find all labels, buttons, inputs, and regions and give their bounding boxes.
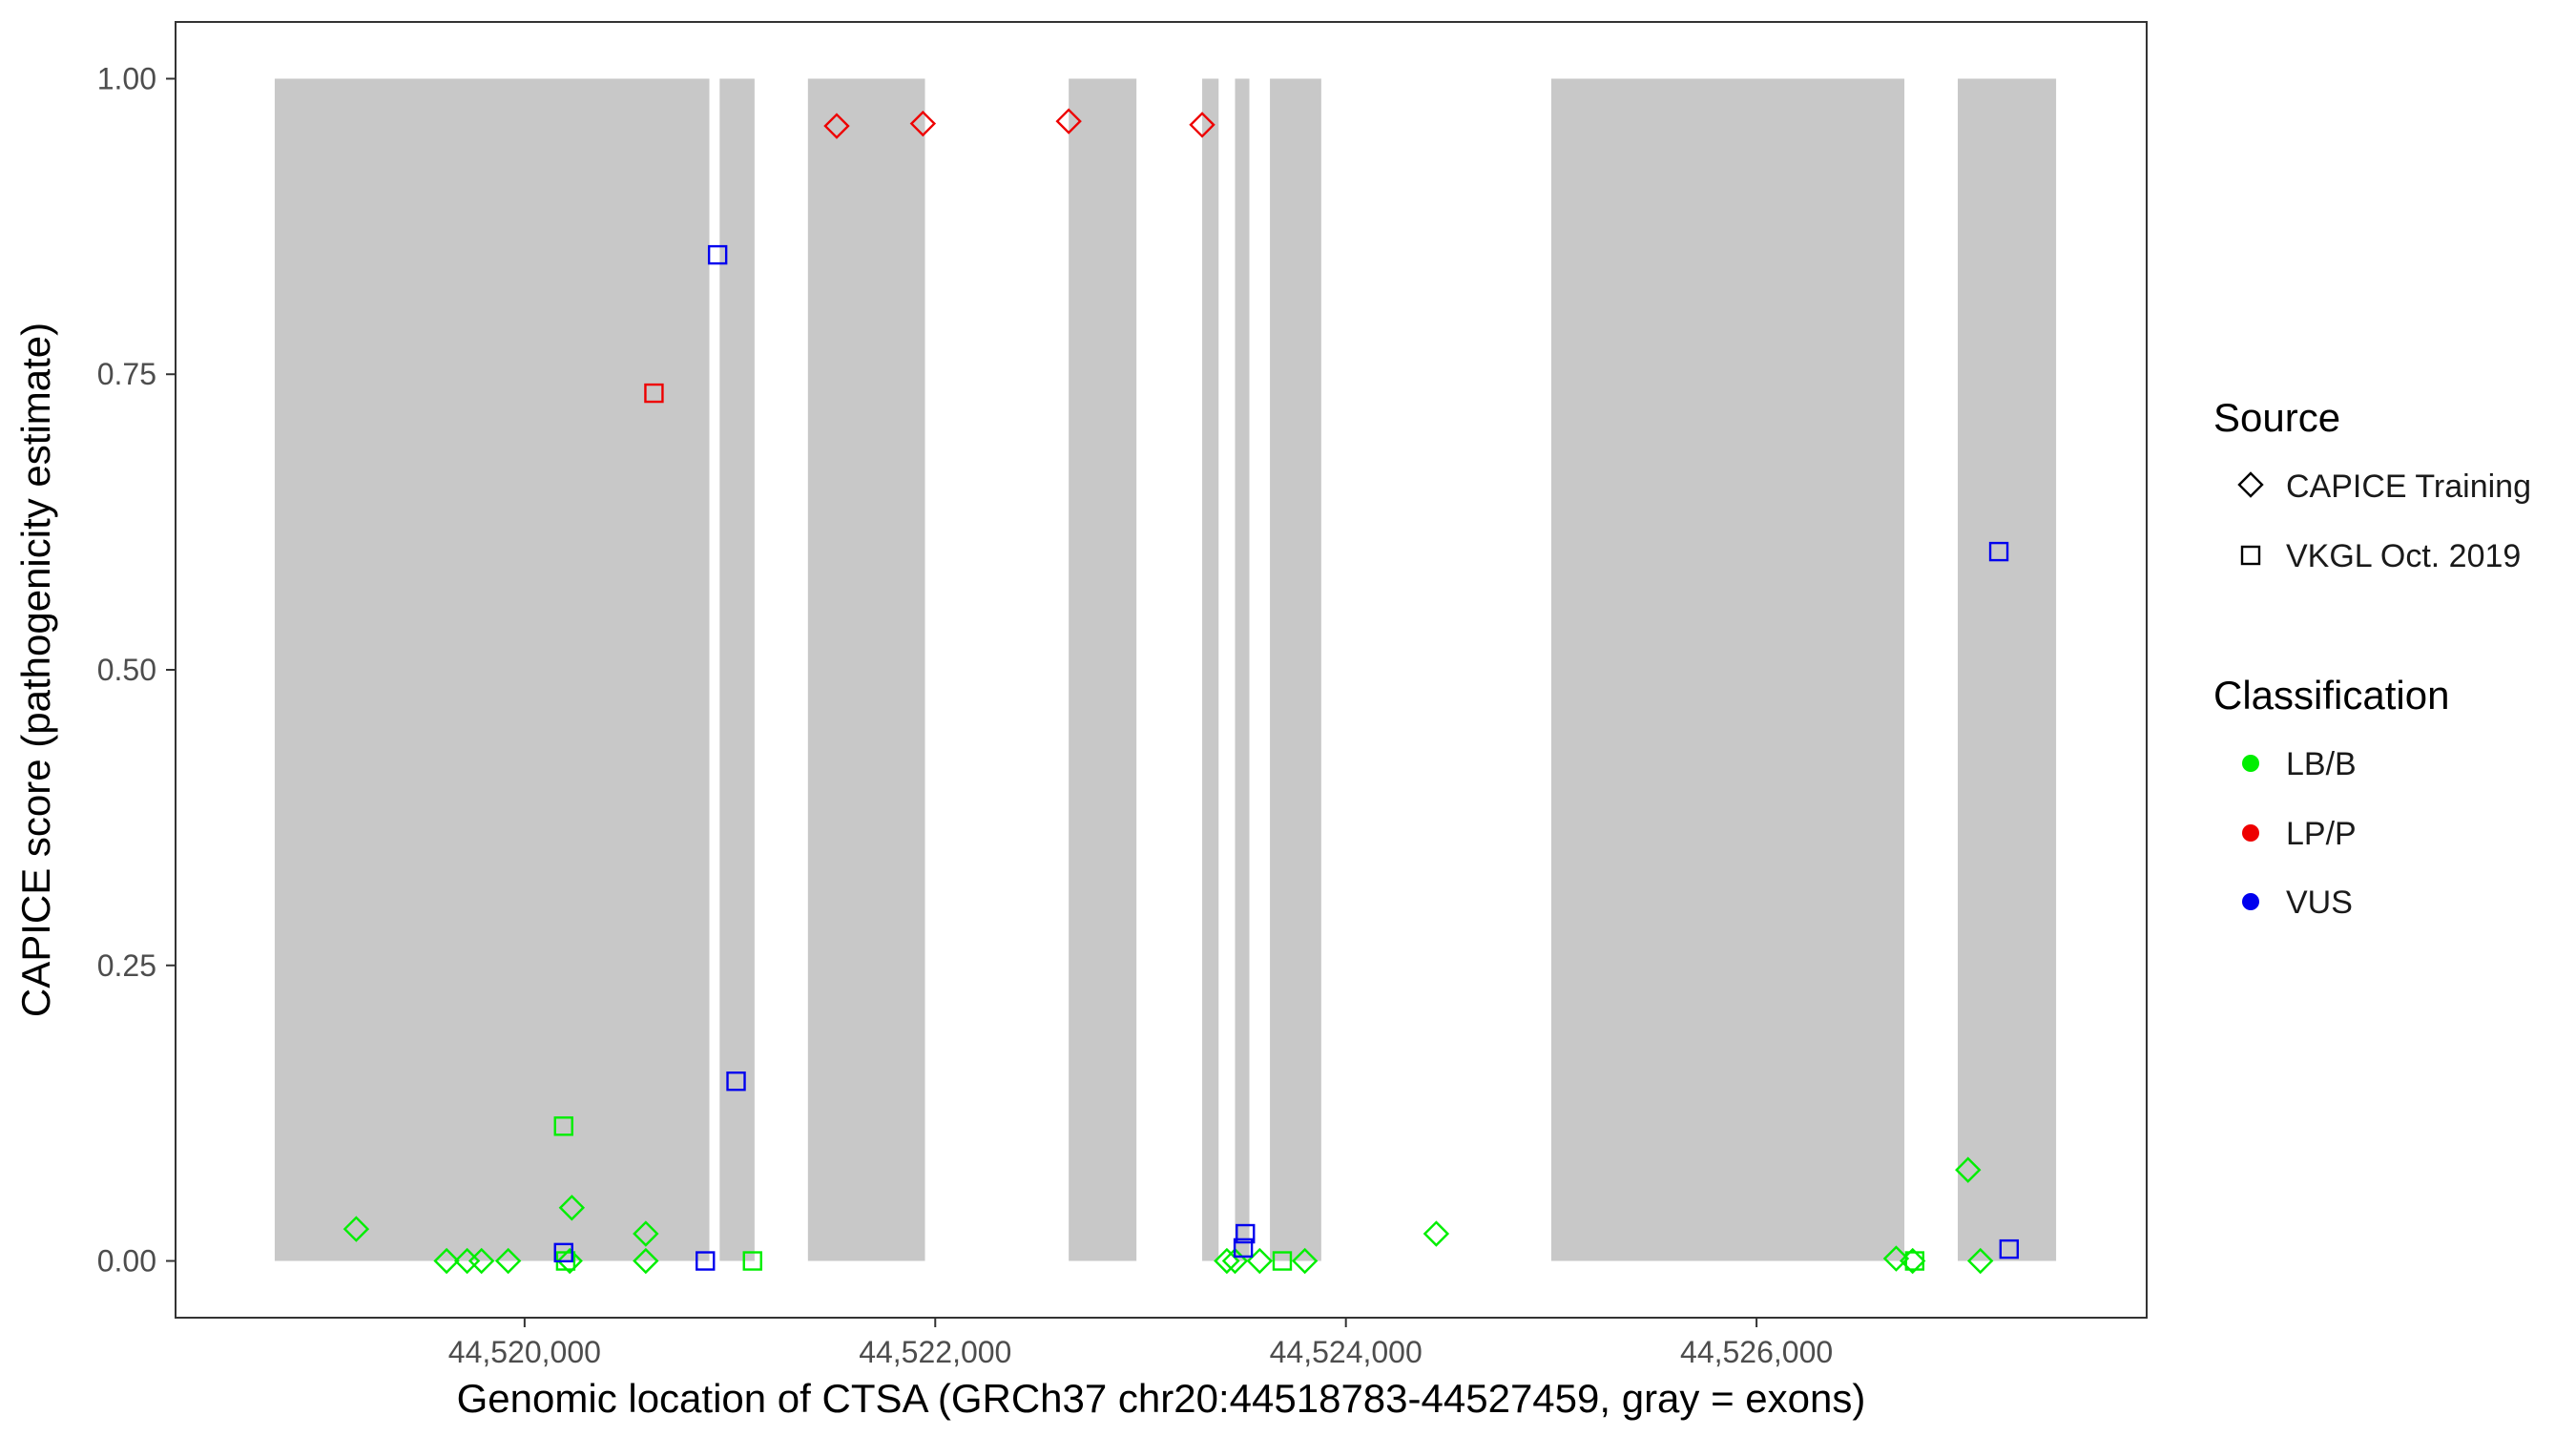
- legend-class-entry-vus: VUS: [2286, 884, 2353, 921]
- data-point-diamond: [1955, 1156, 1982, 1183]
- data-point-diamond: [1291, 1247, 1319, 1275]
- data-point-square: [1272, 1251, 1293, 1271]
- data-point-square: [726, 1071, 746, 1092]
- legend-diamond-icon: [2237, 471, 2264, 498]
- y-tick-label: 0.00: [97, 1244, 156, 1279]
- data-point-square: [1988, 541, 2009, 562]
- y-tick-label: 0.25: [97, 948, 156, 983]
- exon-4: [1069, 78, 1137, 1261]
- data-point-diamond: [823, 113, 850, 139]
- x-tick-label: 44,526,000: [1680, 1335, 1833, 1369]
- x-tick-label: 44,522,000: [859, 1335, 1011, 1369]
- legend-class-entry-lbb: LB/B: [2286, 746, 2357, 782]
- legend-source-entry-capice: CAPICE Training: [2286, 468, 2531, 505]
- data-point-square: [742, 1251, 762, 1271]
- point-layer: [343, 108, 2020, 1275]
- data-point-square: [707, 244, 728, 265]
- legend-class-title: Classification: [2213, 673, 2449, 718]
- x-tick-label: 44,520,000: [448, 1335, 601, 1369]
- exon-1: [274, 78, 710, 1261]
- data-point-diamond: [558, 1195, 586, 1221]
- data-point-diamond: [556, 1247, 583, 1275]
- exon-7: [1270, 78, 1321, 1261]
- exon-3: [807, 78, 925, 1261]
- data-point-square: [553, 1116, 573, 1136]
- legend-class-entry-lpp: LP/P: [2286, 816, 2357, 852]
- exon-2: [719, 78, 755, 1261]
- data-point-square: [644, 383, 664, 404]
- data-point-square: [1233, 1238, 1254, 1259]
- legend: Source CAPICE Training VKGL Oct. 2019 Cl…: [2213, 395, 2531, 921]
- y-tick-label: 1.00: [97, 61, 156, 95]
- data-point-diamond: [909, 110, 937, 137]
- data-point-square: [1236, 1223, 1256, 1244]
- legend-source-title: Source: [2213, 395, 2340, 440]
- data-point-diamond: [1966, 1247, 1994, 1275]
- exon-6: [1235, 78, 1250, 1261]
- x-tick-label: 44,524,000: [1270, 1335, 1423, 1369]
- data-point-square: [696, 1251, 716, 1271]
- y-tick-label: 0.50: [97, 653, 156, 687]
- data-point-diamond: [1423, 1220, 1450, 1247]
- data-point-square: [1904, 1251, 1925, 1271]
- data-point-diamond: [433, 1247, 460, 1275]
- legend-square-icon: [2240, 545, 2261, 566]
- legend-vus-dot-icon: [2242, 893, 2259, 910]
- legend-lbb-dot-icon: [2242, 755, 2259, 772]
- legend-lpp-dot-icon: [2242, 824, 2259, 842]
- y-axis-title: CAPICE score (pathogenicity estimate): [13, 323, 58, 1017]
- data-point-diamond: [1882, 1245, 1910, 1272]
- x-axis-title: Genomic location of CTSA (GRCh37 chr20:4…: [457, 1376, 1866, 1421]
- y-tick-label: 0.75: [97, 357, 156, 391]
- data-point-diamond: [633, 1247, 659, 1275]
- data-point-diamond: [467, 1247, 495, 1275]
- data-point-square: [553, 1242, 573, 1263]
- exon-layer: [274, 78, 2057, 1261]
- data-point-diamond: [1189, 112, 1215, 138]
- data-point-diamond: [1055, 108, 1082, 135]
- legend-source-entry-vkgl: VKGL Oct. 2019: [2286, 538, 2521, 574]
- data-point-diamond: [494, 1247, 522, 1275]
- exon-8: [1550, 78, 1905, 1261]
- data-point-square: [1999, 1238, 2020, 1259]
- data-point-diamond: [633, 1220, 659, 1247]
- data-point-diamond: [343, 1216, 370, 1242]
- exon-5: [1202, 78, 1219, 1261]
- exon-9: [1958, 78, 2057, 1261]
- axis-layer: 44,520,000 44,522,000 44,524,000 44,526,000…: [97, 61, 1833, 1369]
